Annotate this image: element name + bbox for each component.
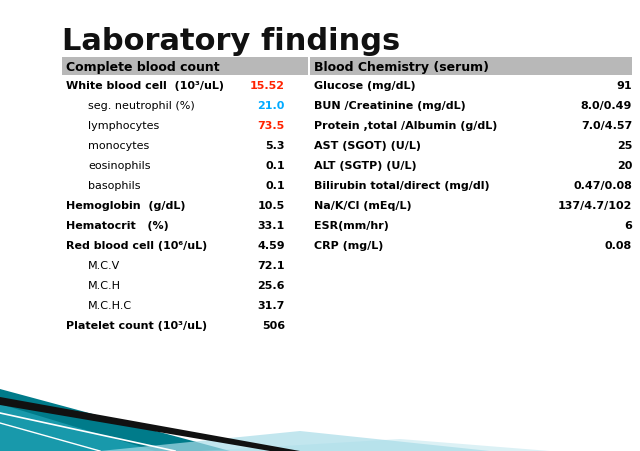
Text: Bilirubin total/direct (mg/dl): Bilirubin total/direct (mg/dl) [314, 180, 490, 191]
Text: M.C.H: M.C.H [88, 281, 121, 290]
Text: 25.6: 25.6 [257, 281, 285, 290]
Text: 4.59: 4.59 [257, 240, 285, 250]
Text: 33.1: 33.1 [258, 221, 285, 230]
Text: 31.7: 31.7 [258, 300, 285, 310]
Text: Hematocrit   (%): Hematocrit (%) [66, 221, 169, 230]
Text: Laboratory findings: Laboratory findings [62, 28, 400, 56]
Polygon shape [0, 404, 155, 451]
Text: White blood cell  (10³/uL): White blood cell (10³/uL) [66, 81, 224, 91]
Text: Complete blood count: Complete blood count [66, 60, 220, 74]
Text: Red blood cell (10⁶/uL): Red blood cell (10⁶/uL) [66, 240, 207, 250]
Text: 7.0/4.57: 7.0/4.57 [580, 121, 632, 131]
Text: BUN /Creatinine (mg/dL): BUN /Creatinine (mg/dL) [314, 101, 466, 111]
Text: 20: 20 [616, 161, 632, 170]
Text: 137/4.7/102: 137/4.7/102 [557, 201, 632, 211]
Polygon shape [200, 439, 550, 451]
Text: ALT (SGTP) (U/L): ALT (SGTP) (U/L) [314, 161, 417, 170]
Text: M.C.V: M.C.V [88, 260, 120, 271]
Text: 5.3: 5.3 [266, 141, 285, 151]
Text: 0.08: 0.08 [605, 240, 632, 250]
Text: 0.1: 0.1 [266, 180, 285, 191]
Text: monocytes: monocytes [88, 141, 149, 151]
Polygon shape [0, 389, 230, 451]
Polygon shape [100, 431, 490, 451]
Text: 25: 25 [616, 141, 632, 151]
Text: Protein ,total /Albumin (g/dL): Protein ,total /Albumin (g/dL) [314, 121, 497, 131]
Text: 15.52: 15.52 [250, 81, 285, 91]
Text: 21.0: 21.0 [258, 101, 285, 111]
Text: basophils: basophils [88, 180, 141, 191]
Text: 0.47/0.08: 0.47/0.08 [573, 180, 632, 191]
Text: 8.0/0.49: 8.0/0.49 [580, 101, 632, 111]
Text: lymphocytes: lymphocytes [88, 121, 159, 131]
Text: seg. neutrophil (%): seg. neutrophil (%) [88, 101, 195, 111]
Polygon shape [0, 397, 300, 451]
Text: Na/K/Cl (mEq/L): Na/K/Cl (mEq/L) [314, 201, 412, 211]
Text: 72.1: 72.1 [257, 260, 285, 271]
Text: 10.5: 10.5 [258, 201, 285, 211]
Text: CRP (mg/L): CRP (mg/L) [314, 240, 383, 250]
Text: 91: 91 [616, 81, 632, 91]
Bar [310, 58, 632, 76]
Text: 73.5: 73.5 [258, 121, 285, 131]
Text: M.C.H.C: M.C.H.C [88, 300, 132, 310]
Text: 0.1: 0.1 [266, 161, 285, 170]
Text: Blood Chemistry (serum): Blood Chemistry (serum) [314, 60, 489, 74]
Text: 6: 6 [624, 221, 632, 230]
Text: Glucose (mg/dL): Glucose (mg/dL) [314, 81, 415, 91]
Text: Platelet count (10³/uL): Platelet count (10³/uL) [66, 320, 207, 330]
Text: 506: 506 [262, 320, 285, 330]
Text: ESR(mm/hr): ESR(mm/hr) [314, 221, 389, 230]
Text: Hemoglobin  (g/dL): Hemoglobin (g/dL) [66, 201, 186, 211]
Bar [62, 58, 308, 76]
Text: eosinophils: eosinophils [88, 161, 150, 170]
Text: AST (SGOT) (U/L): AST (SGOT) (U/L) [314, 141, 421, 151]
